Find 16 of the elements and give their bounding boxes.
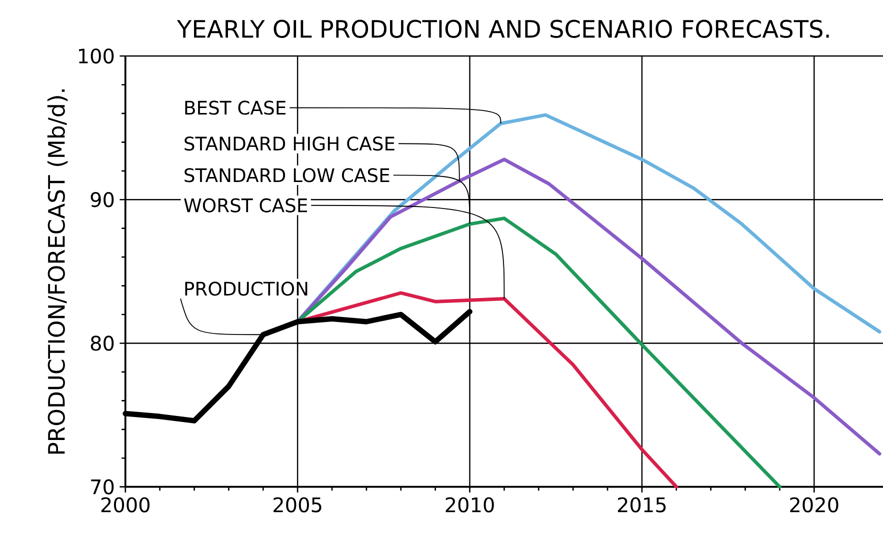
y-axis-title: PRODUCTION/FORECAST (Mb/d). xyxy=(47,89,68,454)
x-tick-label: 2015 xyxy=(618,497,666,512)
text: WORST CASE xyxy=(184,198,308,212)
x-tick-label: 2020 xyxy=(790,497,838,512)
chart-title: YEARLY OIL PRODUCTION AND SCENARIO FORECASTS. xyxy=(176,20,829,38)
y-tick-label: 80 xyxy=(90,336,114,351)
y-tick-label: 100 xyxy=(79,48,114,64)
text: STANDARD HIGH CASE xyxy=(184,136,394,151)
x-tick-label: 2005 xyxy=(274,497,322,512)
text: STANDARD LOW CASE xyxy=(184,168,390,182)
x-tick-label: 2010 xyxy=(446,497,494,512)
y-tick-label: 90 xyxy=(90,192,114,208)
y-tick-label: 70 xyxy=(91,479,114,494)
x-tick-label: 2000 xyxy=(101,497,150,512)
text: BEST CASE xyxy=(185,100,286,115)
series-label: PRODUCTION xyxy=(185,281,308,296)
